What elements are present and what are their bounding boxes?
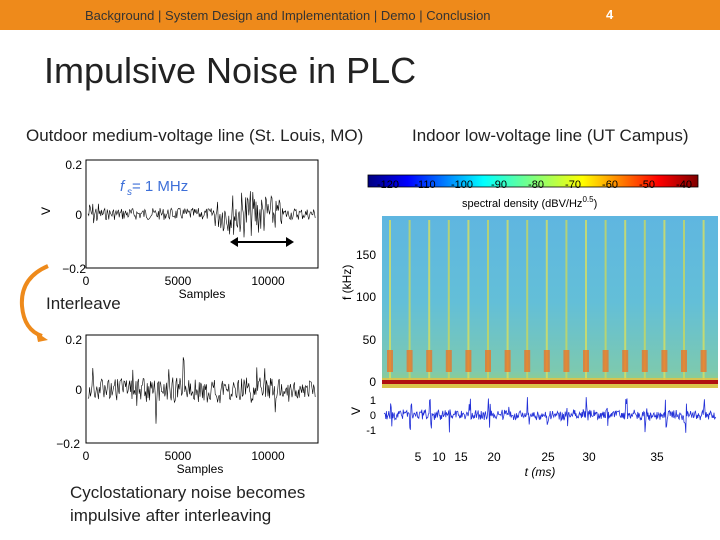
note-line-1: Cyclostationary noise becomes [70, 483, 306, 502]
x-tick: 5000 [165, 449, 192, 463]
impulse-blob [465, 350, 472, 372]
voltage-axis-label: V [349, 407, 363, 415]
interleave-arrow [19, 264, 49, 342]
impulse-blob [543, 350, 550, 372]
voltage-waveform-area [382, 392, 718, 442]
nav-separator: | [158, 8, 162, 23]
impulse-blob [583, 350, 589, 372]
interleaving-note: Cyclostationary noise becomes impulsive … [70, 481, 305, 527]
colorbar-tick: -70 [565, 179, 581, 191]
colorbar-tick: -80 [528, 179, 544, 191]
freq-axis-label: f (kHz) [340, 265, 354, 300]
noise-plot-top: f s = 1 MHz 0.2 0 −0.2 V 0 5000 10000 Sa… [39, 158, 319, 301]
time-tick: 15 [454, 450, 468, 464]
impulse-blob [681, 350, 687, 372]
y-tick: 0.2 [65, 333, 82, 347]
time-tick: 20 [487, 450, 501, 464]
slide-title: Impulsive Noise in PLC [44, 50, 417, 91]
time-tick: 10 [432, 450, 446, 464]
colorbar-tick: -60 [602, 179, 618, 191]
impulse-blob [524, 350, 531, 372]
y-tick: 0 [75, 383, 82, 397]
impulse-blob [445, 350, 452, 372]
impulse-blob [406, 350, 413, 372]
colorbar-label: spectral density (dBV/Hz0.5) [462, 195, 597, 210]
spectrogram-image [382, 216, 718, 388]
spectrogram-panel: -120 -110 -100 -90 -80 -70 -60 -50 -40 s… [340, 174, 718, 479]
freq-tick: 150 [356, 248, 376, 262]
impulse-blob [485, 350, 491, 372]
colorbar-tick: -40 [676, 179, 692, 191]
page-number: 4 [606, 7, 614, 22]
time-tick: 35 [650, 450, 664, 464]
time-tick: 30 [582, 450, 596, 464]
impulse-blob [602, 350, 609, 372]
colorbar-tick: -100 [451, 179, 473, 191]
y-axis-label: V [39, 207, 53, 215]
voltage-waveform [383, 397, 717, 433]
interleave-arrow-curve [19, 264, 49, 338]
nav-separator: | [373, 8, 378, 23]
nav-item-conclusion[interactable]: Conclusion [426, 8, 491, 23]
colorbar [367, 174, 699, 188]
interleave-label: Interleave [46, 294, 121, 313]
header-bar [0, 0, 720, 30]
fs-subscript: s [127, 187, 132, 198]
section-nav: Background | System Design and Implement… [85, 8, 491, 23]
colorbar-ticks: -120 -110 -100 -90 -80 -70 -60 -50 -40 [377, 179, 692, 191]
period-arrow-head-right [286, 237, 294, 247]
colorbar-tick: -110 [414, 179, 435, 191]
y-tick: −0.2 [56, 437, 80, 451]
nav-separator: | [419, 8, 423, 23]
impulse-blob [700, 350, 707, 372]
x-tick: 0 [83, 274, 90, 288]
fs-symbol: f [120, 178, 126, 195]
caption-medium-voltage: Outdoor medium-voltage line (St. Louis, … [26, 126, 364, 145]
time-tick: 25 [541, 450, 555, 464]
y-tick: 0.2 [65, 158, 82, 172]
nav-item-background[interactable]: Background [85, 8, 155, 23]
interleave-arrow-head [36, 332, 48, 342]
time-axis-label: t (ms) [525, 465, 556, 479]
noise-plot-bottom: 0.2 0 −0.2 0 5000 10000 Samples [56, 333, 319, 476]
impulse-blob [504, 350, 511, 372]
noise-waveform [87, 191, 316, 238]
x-tick: 10000 [251, 449, 285, 463]
x-tick: 0 [83, 449, 90, 463]
impulse-blob [387, 350, 393, 372]
caption-low-voltage: Indoor low-voltage line (UT Campus) [412, 126, 689, 145]
x-axis-label: Samples [177, 462, 224, 476]
voltage-tick: -1 [366, 425, 376, 437]
freq-tick: 100 [356, 290, 376, 304]
impulse-blob [426, 350, 433, 372]
x-axis-label: Samples [179, 287, 226, 301]
nav-item-demo[interactable]: Demo [380, 8, 416, 23]
impulse-blob [622, 350, 629, 372]
impulse-blob [563, 350, 570, 372]
impulse-blob [641, 350, 648, 372]
y-tick: 0 [75, 208, 82, 222]
colorbar-tick: -50 [639, 179, 655, 191]
voltage-tick: 0 [370, 410, 376, 422]
colorbar-tick: -90 [491, 179, 507, 191]
freq-tick: 0 [369, 375, 376, 389]
period-arrow-head-left [230, 237, 238, 247]
freq-tick: 50 [363, 333, 377, 347]
note-line-2: impulsive after interleaving [70, 506, 272, 525]
interleaved-waveform [87, 357, 316, 424]
fs-value: = 1 MHz [132, 178, 188, 195]
time-tick: 5 [415, 450, 422, 464]
colorbar-tick: -120 [377, 179, 399, 191]
impulse-blob [661, 350, 668, 372]
x-tick: 10000 [251, 274, 285, 288]
nav-item-system-design[interactable]: System Design and Implementation [165, 8, 371, 23]
x-tick: 5000 [165, 274, 192, 288]
voltage-tick: 1 [370, 395, 376, 407]
spectrogram-impulse-lines [387, 220, 707, 380]
y-tick: −0.2 [62, 262, 86, 276]
